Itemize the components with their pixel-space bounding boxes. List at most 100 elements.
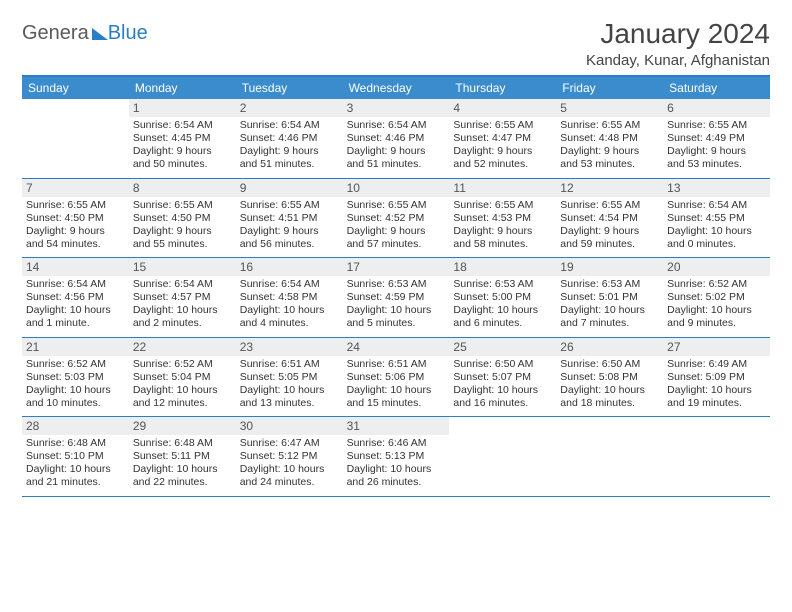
day-cell: 1Sunrise: 6:54 AMSunset: 4:45 PMDaylight… [129, 99, 236, 178]
day-cell [22, 99, 129, 178]
day-cell: 14 Sunrise: 6:54 AMSunset: 4:56 PMDayligh… [22, 258, 129, 337]
day-cell: 24Sunrise: 6:51 AMSunset: 5:06 PMDayligh… [343, 338, 450, 417]
day-cell: 2 Sunrise: 6:54 AMSunset: 4:46 PMDaylight… [236, 99, 343, 178]
logo-text-2: Blue [108, 22, 148, 45]
day-info: Sunrise: 6:47 AMSunset: 5:12 PMDaylight:… [240, 437, 339, 490]
calendar-page: Genera Blue January 2024 Kanday, Kunar, … [0, 0, 792, 507]
day-cell: 9Sunrise: 6:55 AMSunset: 4:51 PMDaylight… [236, 179, 343, 258]
week-row: 21 Sunrise: 6:52 AMSunset: 5:03 PMDayligh… [22, 338, 770, 418]
day-number: 17 [343, 258, 450, 276]
day-cell: 30 Sunrise: 6:47 AMSunset: 5:12 PMDayligh… [236, 417, 343, 496]
day-number: 30 [236, 417, 343, 435]
day-info: Sunrise: 6:46 AMSunset: 5:13 PMDaylight:… [347, 437, 446, 490]
day-number: 19 [556, 258, 663, 276]
location-label: Kanday, Kunar, Afghanistan [586, 52, 770, 69]
day-number: 7 [22, 179, 129, 197]
day-number: 27 [663, 338, 770, 356]
day-cell: 6 Sunrise: 6:55 AMSunset: 4:49 PMDaylight… [663, 99, 770, 178]
day-cell: 12 Sunrise: 6:55 AMSunset: 4:54 PMDayligh… [556, 179, 663, 258]
day-info: Sunrise: 6:54 AMSunset: 4:45 PMDaylight:… [133, 119, 232, 172]
day-number: 6 [663, 99, 770, 117]
day-number: 5 [556, 99, 663, 117]
day-number: 18 [449, 258, 556, 276]
day-cell [449, 417, 556, 496]
day-info: Sunrise: 6:55 AMSunset: 4:48 PMDaylight:… [560, 119, 659, 172]
day-number: 9 [236, 179, 343, 197]
day-number: 10 [343, 179, 450, 197]
header: Genera Blue January 2024 Kanday, Kunar, … [22, 18, 770, 69]
month-title: January 2024 [586, 18, 770, 50]
title-block: January 2024 Kanday, Kunar, Afghanistan [586, 18, 770, 69]
day-cell: 7 Sunrise: 6:55 AMSunset: 4:50 PMDaylight… [22, 179, 129, 258]
day-cell: 28 Sunrise: 6:48 AMSunset: 5:10 PMDayligh… [22, 417, 129, 496]
day-info: Sunrise: 6:55 AMSunset: 4:54 PMDaylight:… [560, 199, 659, 252]
day-cell: 3 Sunrise: 6:54 AMSunset: 4:46 PMDaylight… [343, 99, 450, 178]
day-info: Sunrise: 6:52 AMSunset: 5:03 PMDaylight:… [26, 358, 125, 411]
day-number: 28 [22, 417, 129, 435]
day-number: 15 [129, 258, 236, 276]
day-of-week-header: Sunday [22, 77, 129, 99]
day-number: 4 [449, 99, 556, 117]
day-info: Sunrise: 6:55 AMSunset: 4:50 PMDaylight:… [133, 199, 232, 252]
week-row: 14 Sunrise: 6:54 AMSunset: 4:56 PMDayligh… [22, 258, 770, 338]
day-number: 2 [236, 99, 343, 117]
day-of-week-header: Thursday [449, 77, 556, 99]
day-cell: 17 Sunrise: 6:53 AMSunset: 4:59 PMDayligh… [343, 258, 450, 337]
week-row: 1Sunrise: 6:54 AMSunset: 4:45 PMDaylight… [22, 99, 770, 179]
day-number: 16 [236, 258, 343, 276]
logo-triangle-icon [92, 28, 108, 40]
day-cell: 5 Sunrise: 6:55 AMSunset: 4:48 PMDaylight… [556, 99, 663, 178]
day-info: Sunrise: 6:54 AMSunset: 4:57 PMDaylight:… [133, 278, 232, 331]
week-row: 7Sunrise: 6:55 AMSunset: 4:50 PMDaylight… [22, 179, 770, 259]
day-info: Sunrise: 6:55 AMSunset: 4:49 PMDaylight:… [667, 119, 766, 172]
day-number: 20 [663, 258, 770, 276]
day-info: Sunrise: 6:54 AMSunset: 4:56 PMDaylight:… [26, 278, 125, 331]
day-info: Sunrise: 6:54 AMSunset: 4:46 PMDaylight:… [347, 119, 446, 172]
day-info: Sunrise: 6:50 AMSunset: 5:07 PMDaylight:… [453, 358, 552, 411]
day-info: Sunrise: 6:55 AMSunset: 4:50 PMDaylight:… [26, 199, 125, 252]
day-info: Sunrise: 6:48 AMSunset: 5:10 PMDaylight:… [26, 437, 125, 490]
day-cell: 23 Sunrise: 6:51 AMSunset: 5:05 PMDayligh… [236, 338, 343, 417]
day-info: Sunrise: 6:53 AMSunset: 5:00 PMDaylight:… [453, 278, 552, 331]
day-info: Sunrise: 6:51 AMSunset: 5:05 PMDaylight:… [240, 358, 339, 411]
calendar: SundayMondayTuesdayWednesdayThursdayFrid… [22, 75, 770, 497]
day-info: Sunrise: 6:52 AMSunset: 5:04 PMDaylight:… [133, 358, 232, 411]
day-of-week-header: Wednesday [343, 77, 450, 99]
day-number: 21 [22, 338, 129, 356]
day-cell [663, 417, 770, 496]
day-info: Sunrise: 6:55 AMSunset: 4:52 PMDaylight:… [347, 199, 446, 252]
day-number: 3 [343, 99, 450, 117]
day-number: 23 [236, 338, 343, 356]
day-of-week-header: Friday [556, 77, 663, 99]
day-cell: 15 Sunrise: 6:54 AMSunset: 4:57 PMDayligh… [129, 258, 236, 337]
day-number: 11 [449, 179, 556, 197]
day-cell: 11Sunrise: 6:55 AMSunset: 4:53 PMDayligh… [449, 179, 556, 258]
day-info: Sunrise: 6:54 AMSunset: 4:46 PMDaylight:… [240, 119, 339, 172]
day-info: Sunrise: 6:53 AMSunset: 5:01 PMDaylight:… [560, 278, 659, 331]
day-of-week-header: Saturday [663, 77, 770, 99]
day-cell: 20 Sunrise: 6:52 AMSunset: 5:02 PMDayligh… [663, 258, 770, 337]
day-info: Sunrise: 6:53 AMSunset: 4:59 PMDaylight:… [347, 278, 446, 331]
day-info: Sunrise: 6:52 AMSunset: 5:02 PMDaylight:… [667, 278, 766, 331]
day-of-week-header: Monday [129, 77, 236, 99]
day-cell: 16 Sunrise: 6:54 AMSunset: 4:58 PMDayligh… [236, 258, 343, 337]
day-number: 14 [22, 258, 129, 276]
day-cell: 25Sunrise: 6:50 AMSunset: 5:07 PMDayligh… [449, 338, 556, 417]
day-cell [556, 417, 663, 496]
day-cell: 13Sunrise: 6:54 AMSunset: 4:55 PMDayligh… [663, 179, 770, 258]
day-number: 24 [343, 338, 450, 356]
weeks-container: 1Sunrise: 6:54 AMSunset: 4:45 PMDaylight… [22, 99, 770, 497]
day-info: Sunrise: 6:50 AMSunset: 5:08 PMDaylight:… [560, 358, 659, 411]
day-number: 22 [129, 338, 236, 356]
day-cell: 21 Sunrise: 6:52 AMSunset: 5:03 PMDayligh… [22, 338, 129, 417]
day-info: Sunrise: 6:48 AMSunset: 5:11 PMDaylight:… [133, 437, 232, 490]
day-info: Sunrise: 6:54 AMSunset: 4:58 PMDaylight:… [240, 278, 339, 331]
day-number: 29 [129, 417, 236, 435]
day-of-week-header: Tuesday [236, 77, 343, 99]
day-cell: 10 Sunrise: 6:55 AMSunset: 4:52 PMDayligh… [343, 179, 450, 258]
day-number: 12 [556, 179, 663, 197]
logo-text-1: Genera [22, 22, 89, 45]
day-cell: 18 Sunrise: 6:53 AMSunset: 5:00 PMDayligh… [449, 258, 556, 337]
day-info: Sunrise: 6:55 AMSunset: 4:47 PMDaylight:… [453, 119, 552, 172]
day-cell: 8Sunrise: 6:55 AMSunset: 4:50 PMDaylight… [129, 179, 236, 258]
